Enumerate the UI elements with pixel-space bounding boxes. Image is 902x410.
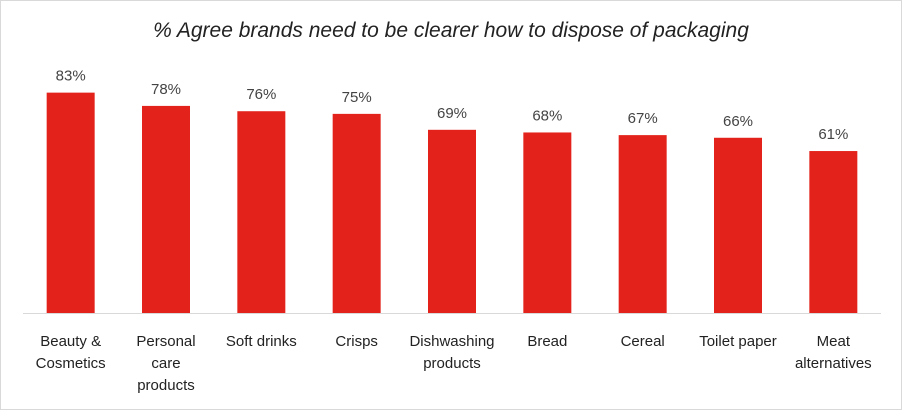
data-label-5: 68% — [532, 107, 562, 124]
category-label-6: Cereal — [621, 333, 665, 350]
bar-5 — [523, 132, 572, 313]
bar-4 — [428, 129, 476, 313]
category-label-0: Beauty & Cosmetics — [36, 333, 106, 372]
category-label-4: Dishwashing products — [409, 333, 494, 372]
category-label-1: Personal care products — [136, 333, 195, 394]
data-label-3: 75% — [342, 89, 372, 106]
data-label-0: 83% — [56, 68, 86, 85]
bar-1 — [142, 105, 190, 313]
category-label-7: Toilet paper — [699, 333, 777, 350]
category-label-2: Soft drinks — [226, 333, 297, 350]
data-label-6: 67% — [628, 110, 658, 127]
bar-8 — [809, 151, 858, 313]
bar-6 — [618, 135, 667, 313]
chart-title: % Agree brands need to be clearer how to… — [153, 19, 749, 42]
data-label-4: 69% — [437, 105, 467, 122]
bar-3 — [332, 113, 381, 313]
category-label-3: Crisps — [335, 333, 378, 350]
data-label-2: 76% — [246, 86, 276, 103]
data-label-7: 66% — [723, 113, 753, 130]
bar-0 — [46, 92, 95, 313]
category-label-8: Meat alternatives — [795, 333, 872, 372]
data-label-8: 61% — [818, 126, 848, 143]
bar-7 — [714, 137, 762, 313]
bar-2 — [237, 111, 286, 313]
data-label-1: 78% — [151, 81, 181, 98]
category-label-5: Bread — [527, 333, 567, 350]
